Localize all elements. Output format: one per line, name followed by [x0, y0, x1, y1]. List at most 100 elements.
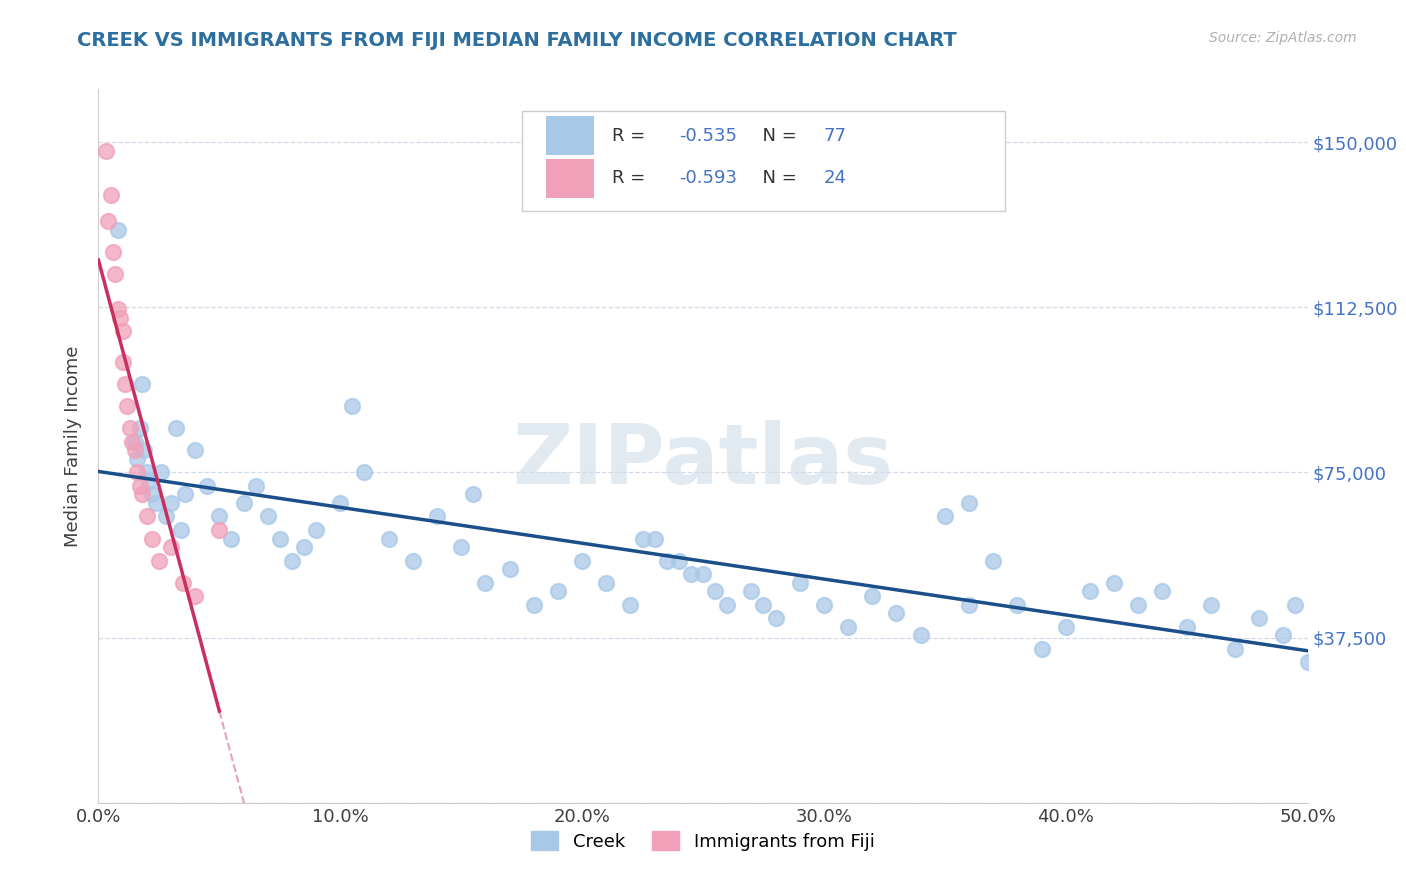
Point	[107, 302, 129, 317]
Point	[644, 532, 666, 546]
Text: 24: 24	[824, 169, 846, 187]
Point	[145, 496, 167, 510]
Point	[813, 598, 835, 612]
Point	[117, 400, 139, 414]
FancyBboxPatch shape	[522, 111, 1005, 211]
Text: N =: N =	[751, 127, 803, 145]
Point	[765, 611, 787, 625]
Point	[97, 214, 120, 228]
Point	[1007, 598, 1029, 612]
Point	[124, 434, 146, 449]
Point	[121, 434, 143, 449]
Point	[108, 311, 131, 326]
Point	[111, 355, 134, 369]
Point	[474, 575, 496, 590]
Text: R =: R =	[613, 169, 651, 187]
Point	[631, 532, 654, 546]
Point	[141, 532, 163, 546]
Point	[305, 523, 328, 537]
Point	[160, 496, 183, 510]
Point	[450, 541, 472, 555]
Text: -0.593: -0.593	[679, 169, 737, 187]
Point	[377, 532, 399, 546]
Point	[910, 628, 932, 642]
Point	[740, 584, 762, 599]
Point	[957, 496, 980, 510]
Point	[692, 566, 714, 581]
Point	[128, 478, 150, 492]
Point	[232, 496, 254, 510]
Point	[668, 553, 690, 567]
Point	[104, 267, 127, 281]
Point	[114, 377, 136, 392]
Point	[934, 509, 956, 524]
Point	[1128, 598, 1150, 612]
Text: 77: 77	[824, 127, 846, 145]
Y-axis label: Median Family Income: Median Family Income	[65, 345, 83, 547]
Point	[184, 443, 207, 458]
Point	[886, 607, 908, 621]
Point	[101, 245, 124, 260]
Point	[184, 589, 207, 603]
Point	[957, 598, 980, 612]
Point	[329, 496, 352, 510]
Point	[135, 466, 157, 480]
Point	[1272, 628, 1295, 642]
Point	[655, 553, 678, 567]
Point	[148, 553, 170, 567]
Point	[1223, 641, 1246, 656]
Point	[134, 443, 156, 458]
Point	[256, 509, 278, 524]
Point	[155, 509, 177, 524]
Point	[547, 584, 569, 599]
Text: N =: N =	[751, 169, 803, 187]
Point	[1102, 575, 1125, 590]
Point	[208, 509, 231, 524]
Point	[789, 575, 811, 590]
Point	[1175, 619, 1198, 633]
Point	[1296, 655, 1319, 669]
Point	[704, 584, 727, 599]
Point	[94, 144, 117, 158]
Text: R =: R =	[613, 127, 651, 145]
Point	[124, 443, 146, 458]
Point	[426, 509, 449, 524]
Point	[141, 487, 163, 501]
Point	[269, 532, 291, 546]
Point	[118, 421, 141, 435]
Point	[174, 487, 197, 501]
Point	[107, 223, 129, 237]
Point	[221, 532, 243, 546]
FancyBboxPatch shape	[546, 116, 595, 155]
Point	[131, 377, 153, 392]
Point	[752, 598, 775, 612]
Point	[619, 598, 641, 612]
Point	[208, 523, 231, 537]
Text: -0.535: -0.535	[679, 127, 737, 145]
Text: ZIPatlas: ZIPatlas	[513, 420, 893, 500]
Point	[837, 619, 859, 633]
Point	[342, 400, 364, 414]
Point	[135, 509, 157, 524]
Point	[463, 487, 485, 501]
Point	[981, 553, 1004, 567]
Point	[281, 553, 304, 567]
Point	[160, 541, 183, 555]
Point	[1284, 598, 1306, 612]
Point	[679, 566, 702, 581]
Point	[150, 466, 173, 480]
Legend: Creek, Immigrants from Fiji: Creek, Immigrants from Fiji	[524, 824, 882, 858]
Point	[292, 541, 315, 555]
Point	[127, 466, 149, 480]
Point	[716, 598, 738, 612]
Point	[353, 466, 375, 480]
Point	[860, 589, 883, 603]
Point	[111, 325, 134, 339]
FancyBboxPatch shape	[546, 159, 595, 198]
Point	[498, 562, 520, 576]
Point	[172, 575, 194, 590]
Point	[1199, 598, 1222, 612]
Point	[195, 478, 218, 492]
Point	[131, 487, 153, 501]
Point	[1031, 641, 1053, 656]
